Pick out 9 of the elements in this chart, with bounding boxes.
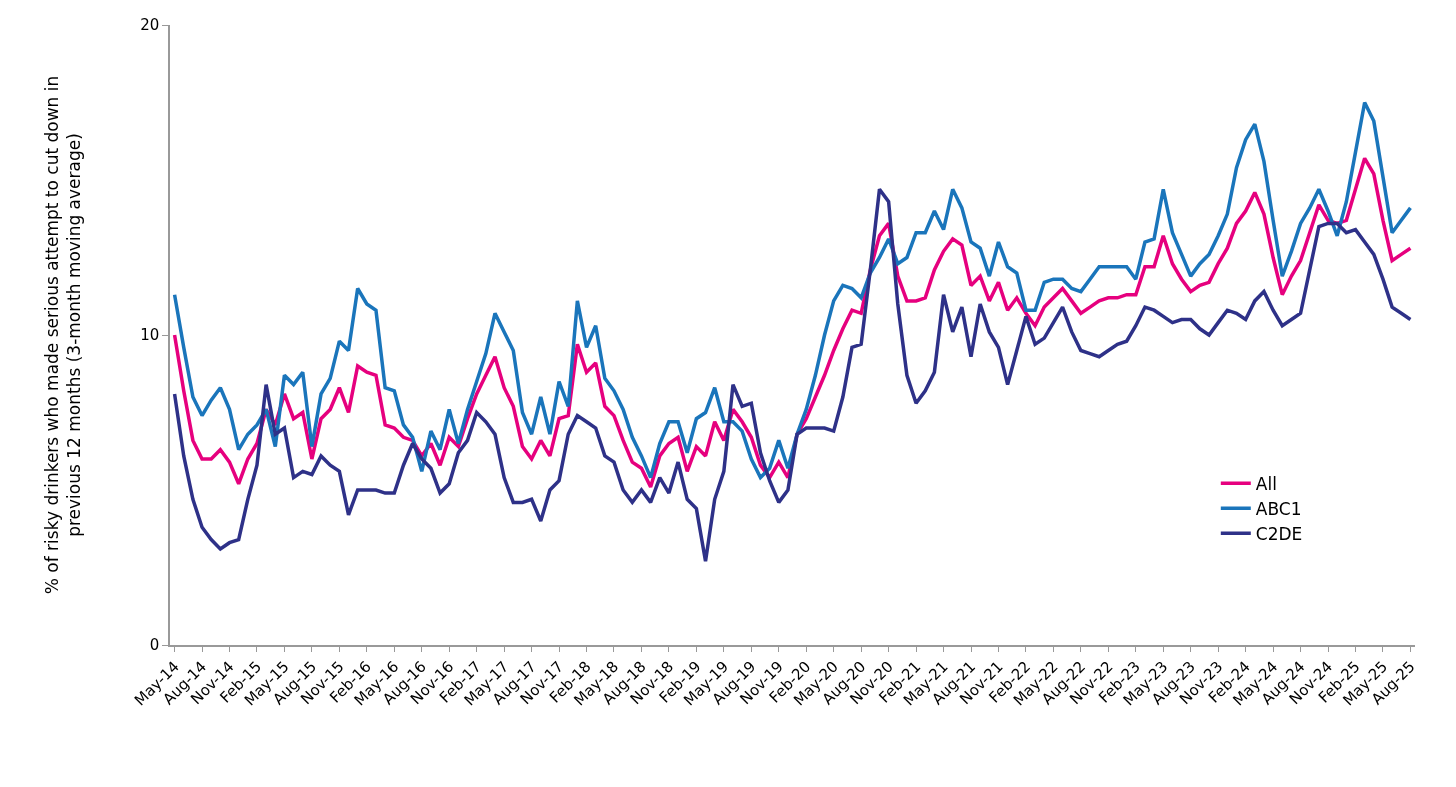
line-series (172, 156, 1413, 489)
line-series (172, 187, 1413, 564)
y-axis-title: % of risky drinkers who made serious attempt to cut down in previous 12 months (3-month moving average) (42, 75, 85, 595)
legend-label: ABC1 (1255, 498, 1302, 519)
legend-label: All (1255, 473, 1277, 494)
legend-label: C2DE (1255, 523, 1303, 544)
y-tick-label: 10 (140, 326, 160, 345)
y-tick-label: 0 (149, 636, 160, 655)
y-tick-label: 20 (140, 16, 160, 35)
